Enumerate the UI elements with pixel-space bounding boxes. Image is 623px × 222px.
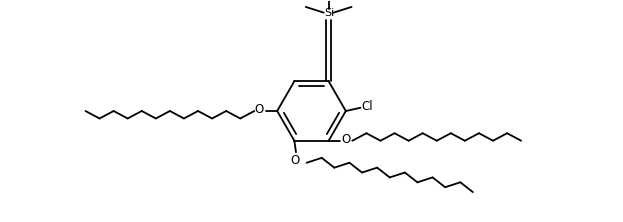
Text: O: O <box>255 103 264 116</box>
Text: Si: Si <box>325 8 335 18</box>
Text: Cl: Cl <box>361 100 373 113</box>
Text: O: O <box>342 133 351 146</box>
Text: O: O <box>290 154 300 167</box>
